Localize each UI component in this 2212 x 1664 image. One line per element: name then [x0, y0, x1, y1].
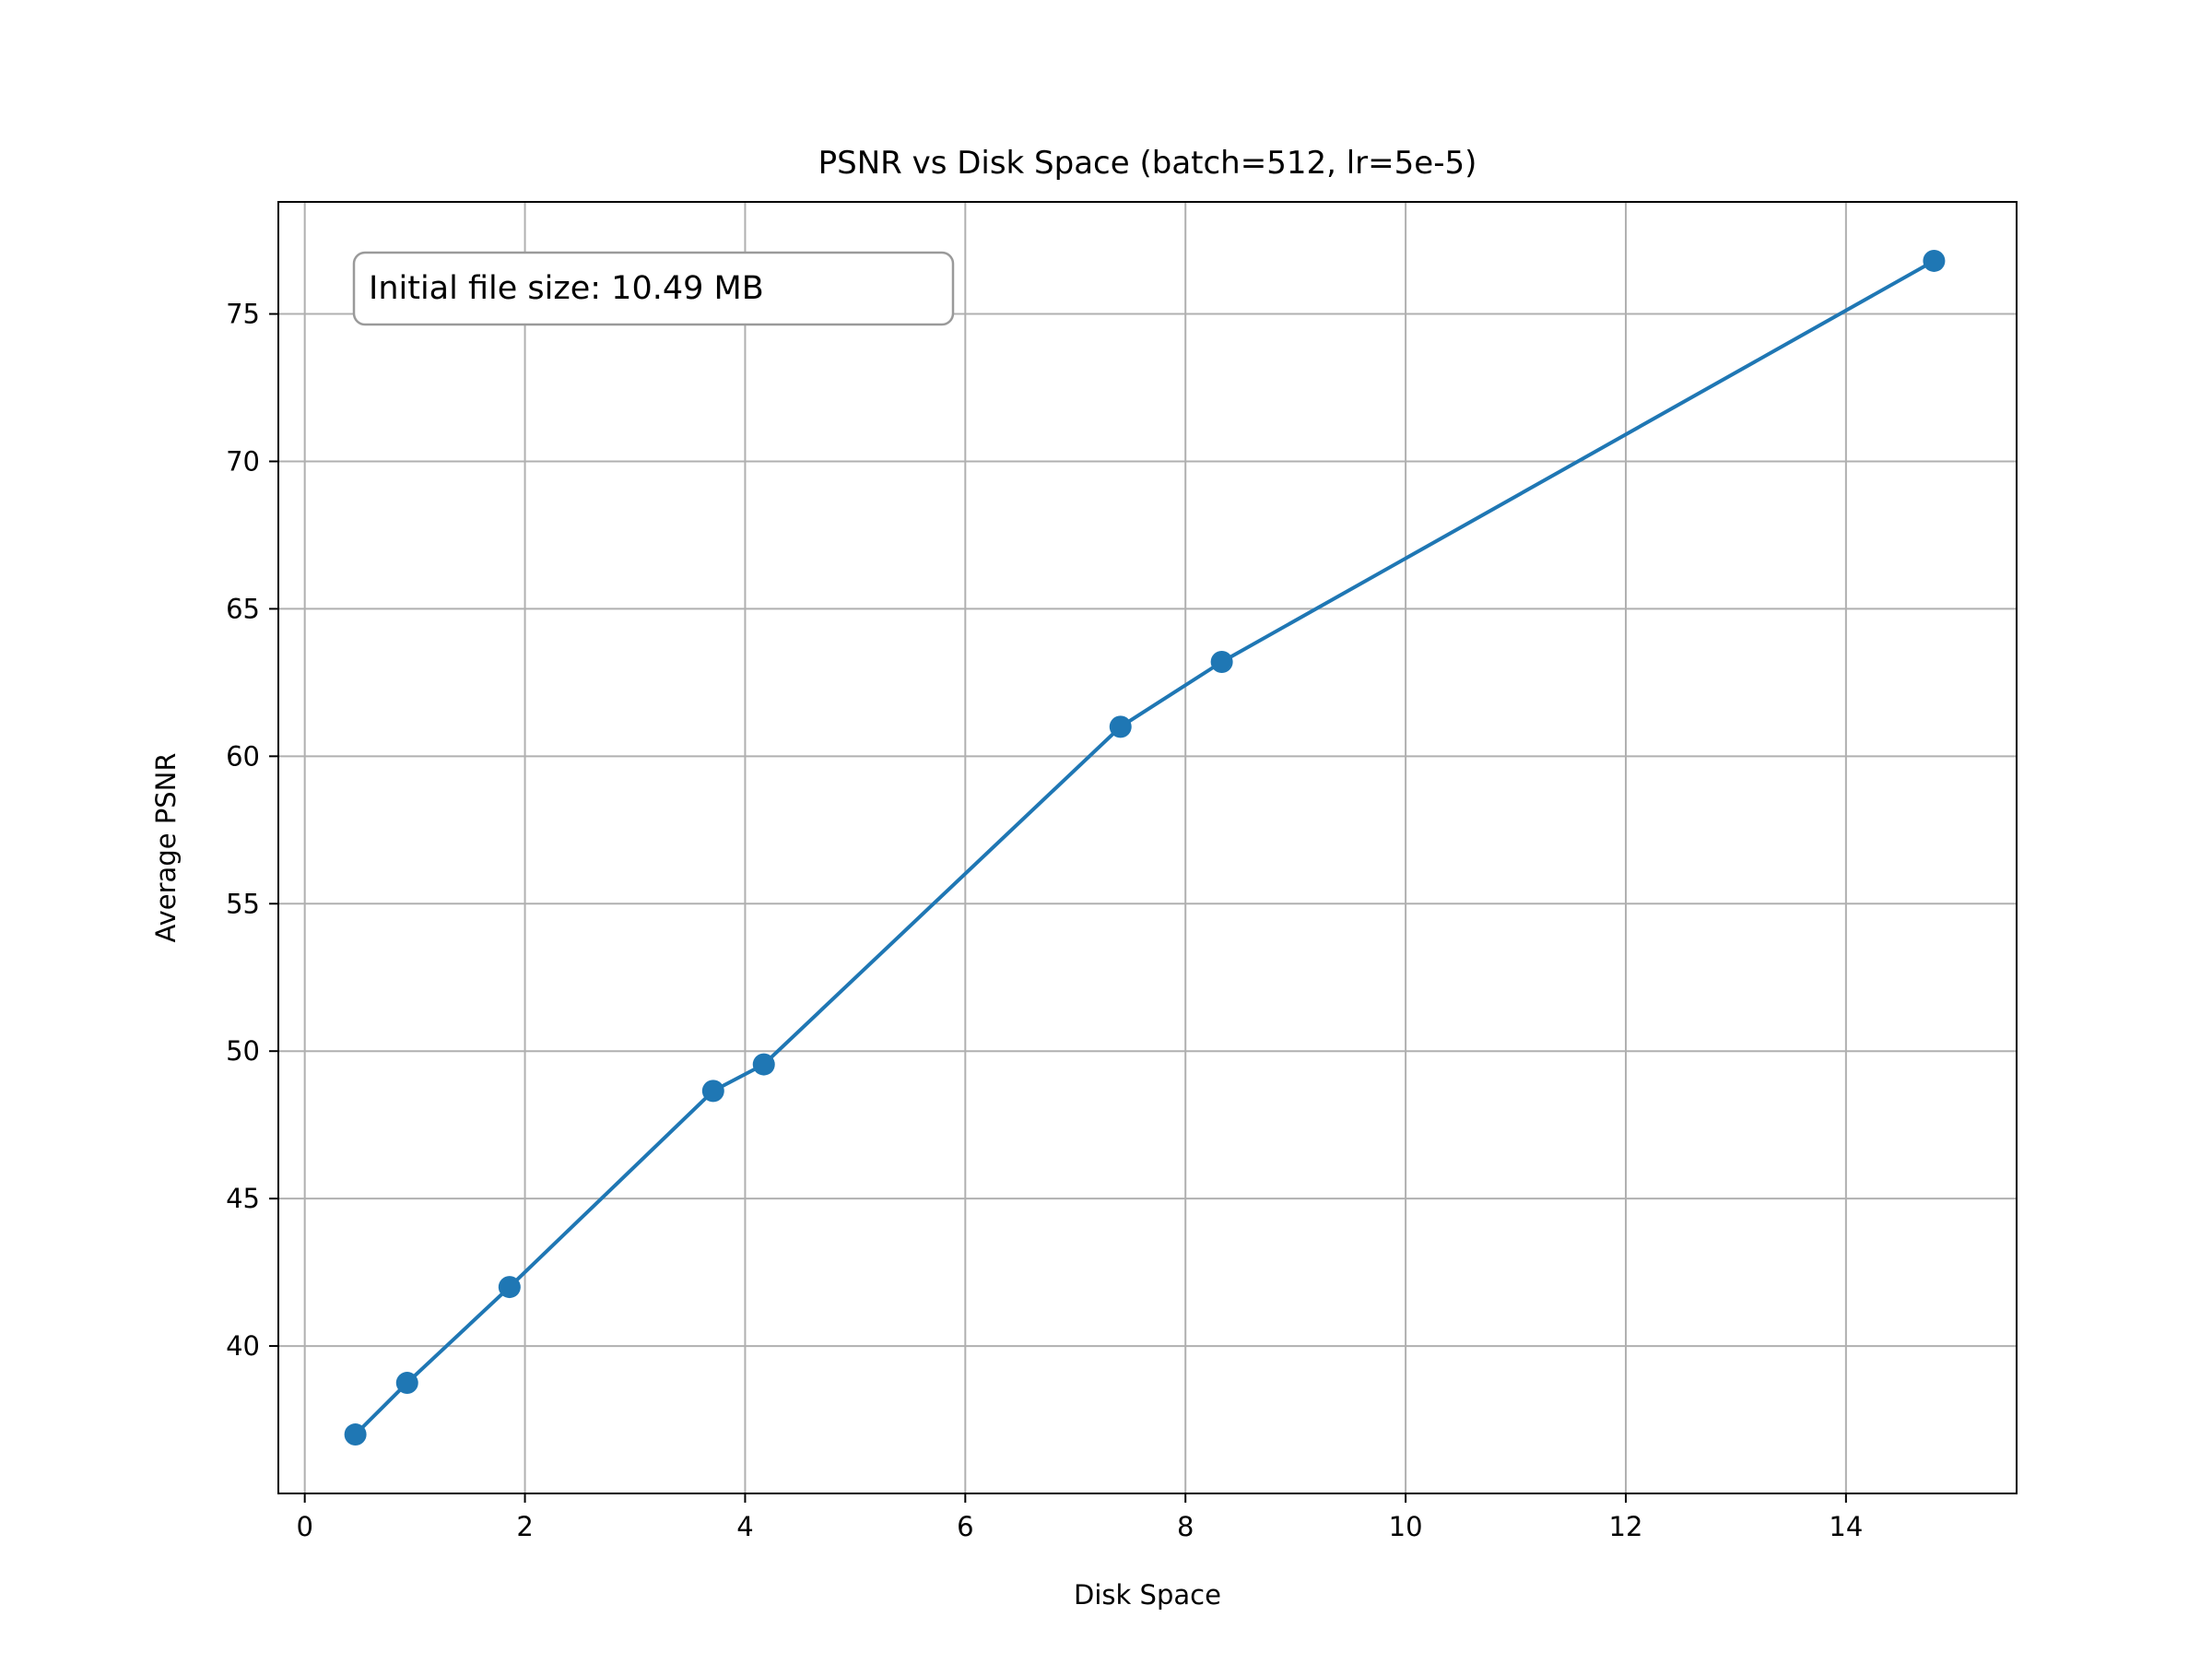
series-line: [354, 259, 1936, 1436]
x-tick-label: 14: [1829, 1511, 1863, 1542]
x-tick-label: 0: [296, 1511, 312, 1542]
data-point: [752, 1053, 775, 1076]
x-axis-label: Disk Space: [1074, 1579, 1221, 1611]
x-tick-label: 10: [1389, 1511, 1423, 1542]
x-tick-label: 4: [736, 1511, 753, 1542]
data-point: [1923, 249, 1946, 272]
y-tick-label: 70: [226, 445, 260, 477]
y-tick-label: 75: [226, 299, 260, 330]
data-point: [701, 1080, 724, 1103]
plot-frame: [277, 201, 2018, 1494]
y-tick-label: 55: [226, 888, 260, 919]
y-tick-label: 65: [226, 593, 260, 624]
y-tick-label: 40: [226, 1330, 260, 1362]
x-tick-label: 6: [957, 1511, 973, 1542]
data-point: [1210, 650, 1233, 673]
x-tick-label: 8: [1177, 1511, 1194, 1542]
y-axis-label: Average PSNR: [150, 752, 182, 942]
data-point: [344, 1423, 367, 1446]
data-point: [1109, 715, 1132, 738]
annotation-box: Initial file size: 10.49 MB: [352, 251, 955, 326]
y-tick-label: 50: [226, 1035, 260, 1067]
data-point: [498, 1276, 521, 1299]
x-tick-label: 12: [1609, 1511, 1643, 1542]
axis-ticks: 0 2 4 6 8 10 12 14 40 45 50 55 60 65 70 75: [226, 299, 1863, 1542]
chart-title: PSNR vs Disk Space (batch=512, lr=5e-5): [818, 145, 1477, 182]
grid: [278, 202, 2017, 1493]
series-layer: [344, 249, 1946, 1446]
y-tick-label: 45: [226, 1183, 260, 1214]
data-point: [395, 1372, 418, 1395]
annotation-frame: [352, 251, 955, 326]
x-tick-label: 2: [516, 1511, 533, 1542]
y-tick-label: 60: [226, 740, 260, 772]
annotation-text: Initial file size: 10.49 MB: [369, 270, 764, 307]
